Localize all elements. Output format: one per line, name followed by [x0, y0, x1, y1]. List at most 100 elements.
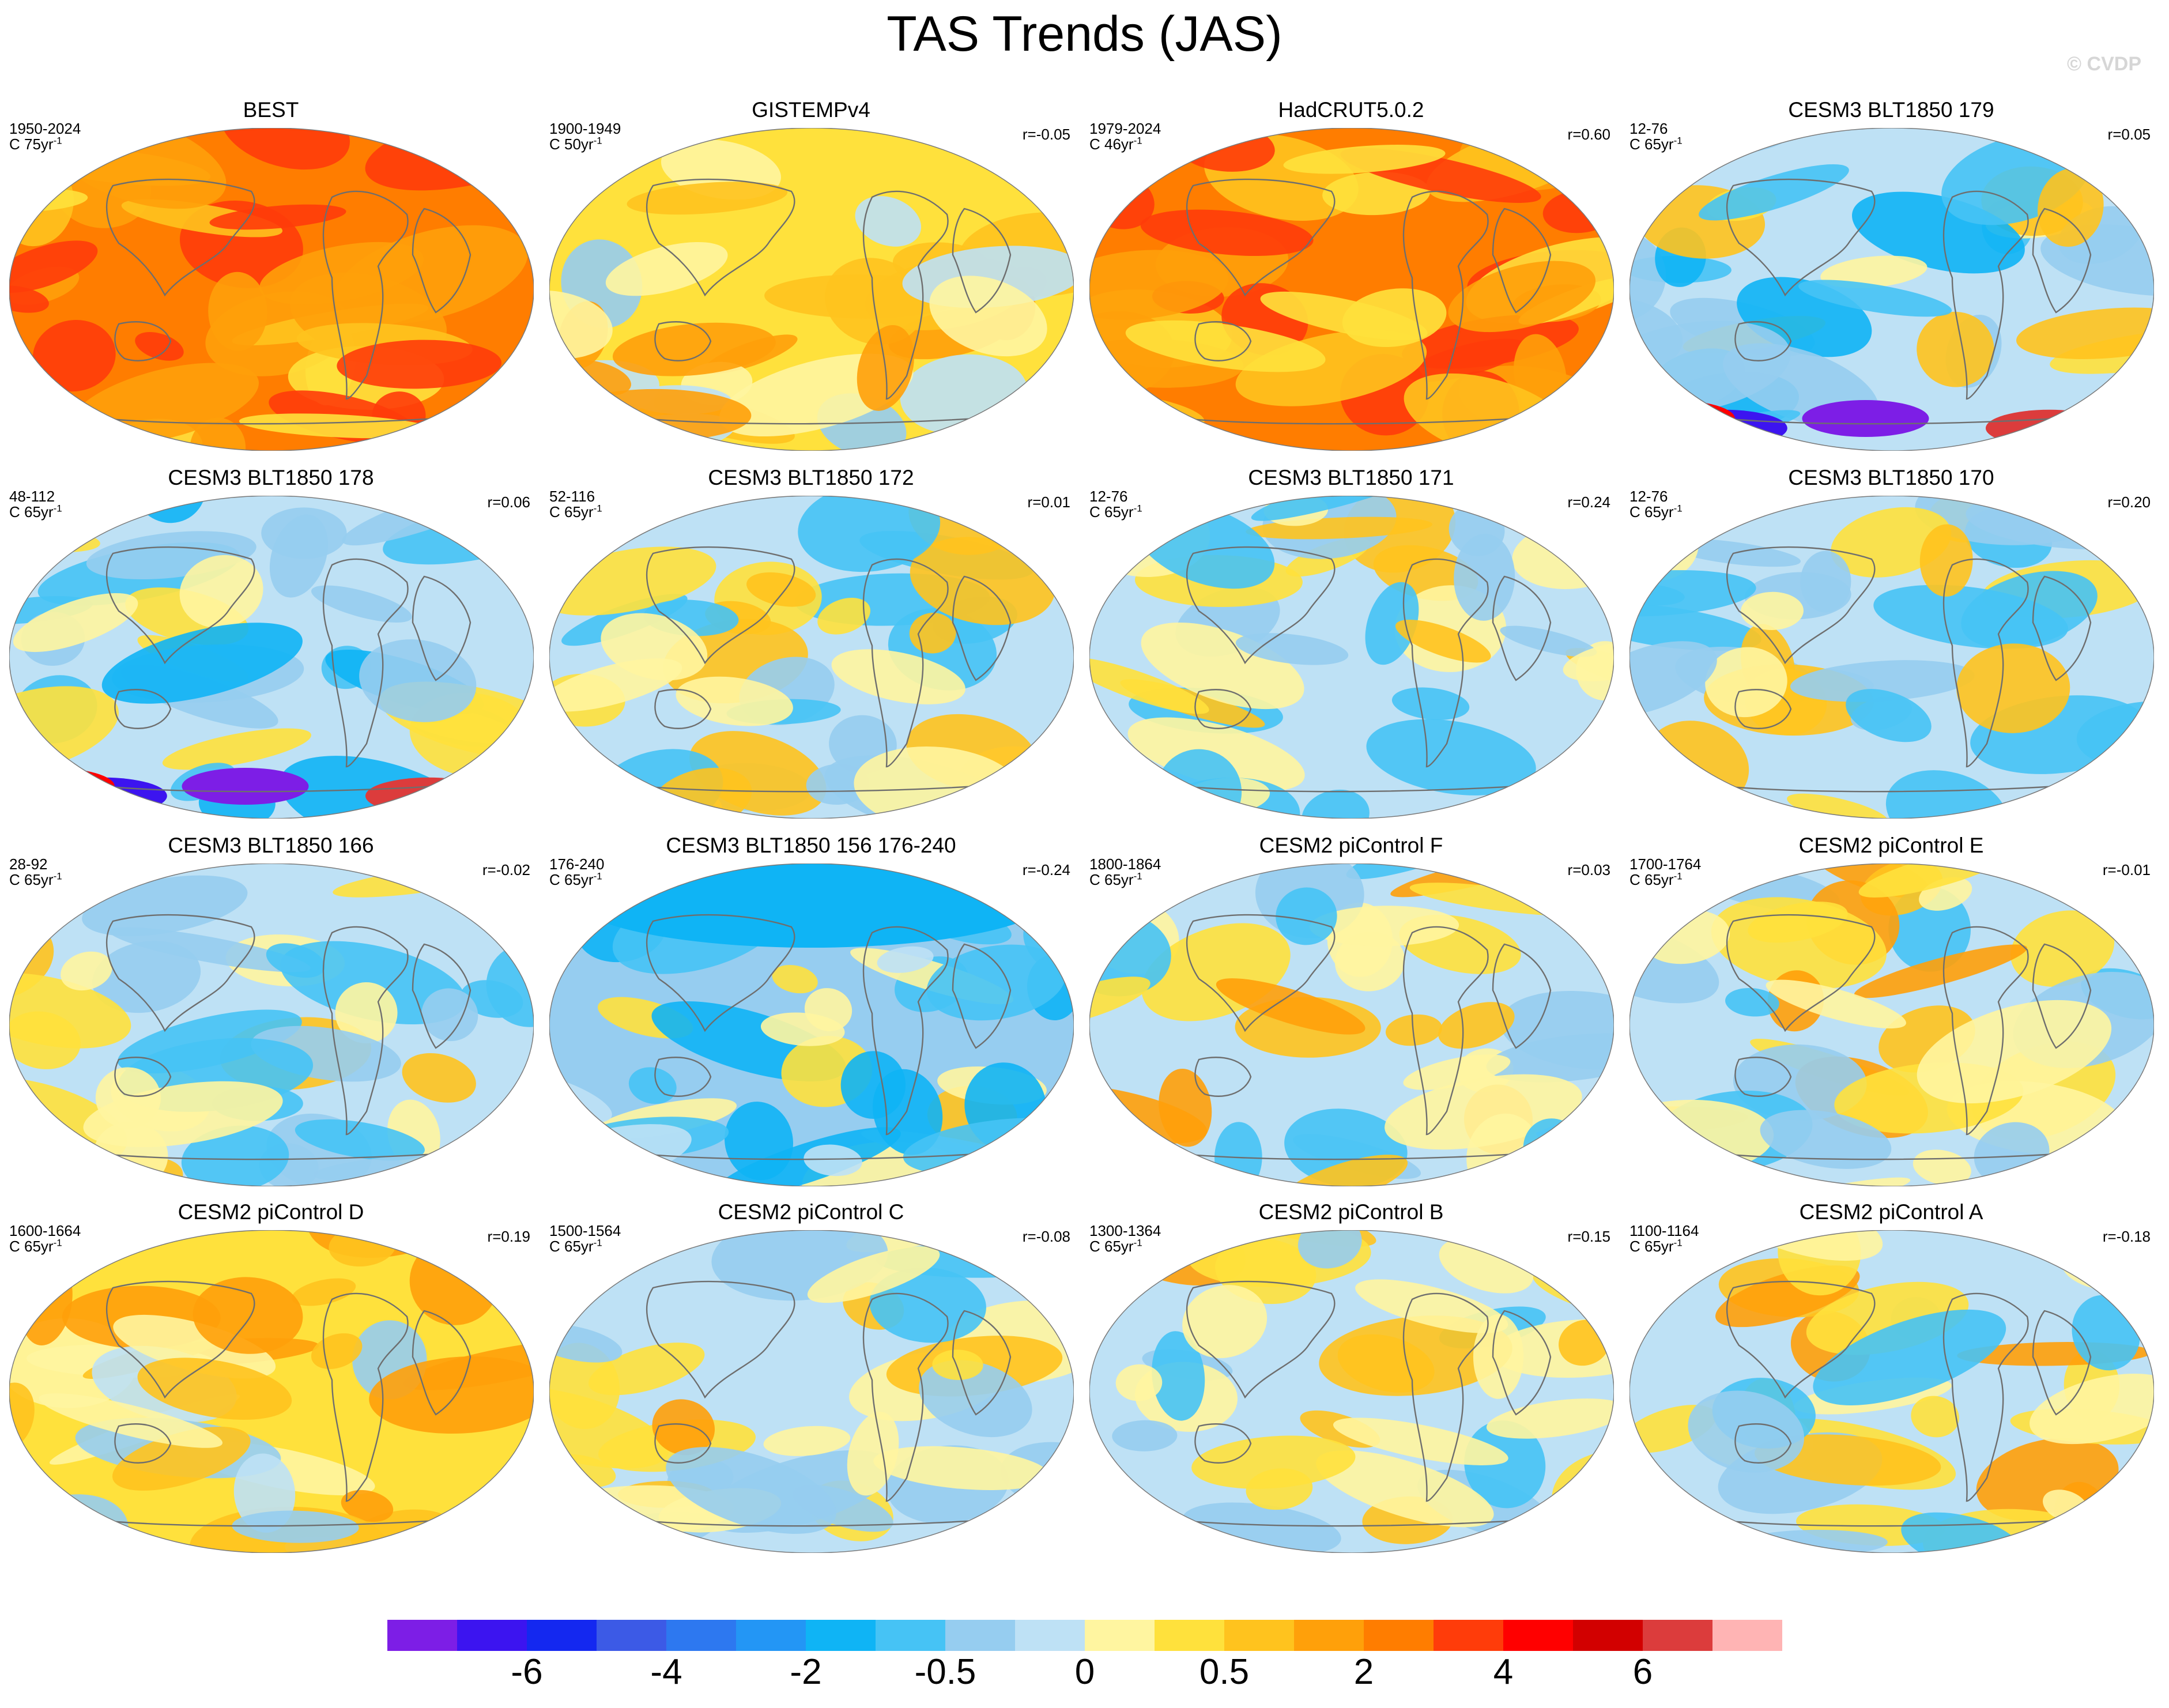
trend-contour-region [612, 322, 776, 376]
trend-contour-region [113, 1314, 276, 1379]
coastline [1186, 1280, 1336, 1399]
coastline [618, 1517, 1011, 1527]
world-map-trend [1089, 1230, 1614, 1553]
trend-contour-region [1385, 1014, 1443, 1046]
panel-correlation: r=-0.18 [2102, 1228, 2151, 1245]
coastline [654, 1057, 712, 1097]
map-panel: CESM3 BLT1850 172 52-116 C 65yr-1 r=0.01 [540, 466, 1082, 829]
trend-contour-region [13, 593, 138, 653]
watermark: © CVDP [2067, 53, 2141, 75]
trend-contour-region [1115, 1364, 1163, 1401]
trend-contour-region [1140, 209, 1314, 257]
coastline [78, 783, 471, 793]
trend-contour-region [1235, 633, 1349, 665]
coastline [862, 926, 949, 1136]
coastline [952, 943, 1012, 1049]
trend-contour-region [1473, 1314, 1524, 1399]
trend-contour-region [1309, 906, 1459, 947]
coastline [646, 546, 795, 665]
panel-title: CESM3 BLT1850 156 176-240 [666, 834, 956, 857]
world-map-trend [9, 864, 534, 1186]
colorbar-bin [1224, 1620, 1295, 1651]
coastline [654, 689, 712, 729]
trend-contour-region [1089, 250, 1228, 320]
trend-contour-region [135, 332, 184, 361]
coastline [1492, 208, 1552, 314]
trend-contour-region [1454, 534, 1515, 621]
panel-correlation: r=0.15 [1567, 1228, 1610, 1245]
trend-contour-region [193, 1277, 303, 1354]
panel-period: 1700-1764 [1629, 855, 1702, 873]
world-map-trend [1629, 1230, 2154, 1553]
trend-contour-region [9, 793, 129, 819]
world-map-trend [9, 496, 534, 819]
colorbar-tick-label: 6 [1632, 1652, 1653, 1692]
trend-contour-region [1141, 622, 1304, 710]
trend-contour-region [269, 514, 328, 598]
coastline [952, 208, 1012, 314]
map-panel: CESM2 piControl A 1100-1164 C 65yr-1 r=-0.1… [1620, 1200, 2162, 1563]
trend-contour-region [1563, 641, 1614, 681]
coastline [322, 190, 409, 400]
coastline [1186, 546, 1336, 665]
world-map-trend [549, 496, 1074, 819]
coastline [1194, 689, 1252, 729]
coastline [1942, 190, 2029, 400]
map-panel: CESM3 BLT1850 179 12-76 C 65yr-1 r=0.05 [1620, 98, 2162, 461]
panel-title: CESM2 piControl D [178, 1200, 364, 1224]
trend-contour-region [1725, 987, 1779, 1017]
trend-contour-region [341, 1490, 394, 1522]
map-panel: CESM2 piControl F 1800-1864 C 65yr-1 r=0.03 [1080, 834, 1622, 1197]
trend-contour-region [1748, 902, 1848, 943]
trend-contour-region [1798, 280, 1952, 317]
trend-contour-region [804, 988, 852, 1031]
map-panel: BEST 1950-2024 C 75yr-1 [0, 98, 542, 461]
panel-correlation: r=0.20 [2107, 493, 2151, 511]
world-map-trend [549, 864, 1074, 1186]
trend-contour-region [1216, 978, 1365, 1035]
trend-contour-region [337, 340, 502, 389]
world-map-trend [1629, 128, 2154, 451]
world-map-trend [1089, 128, 1614, 451]
panel-period: 12-76 [1629, 120, 1668, 137]
world-map-trend [1629, 864, 2154, 1186]
coastline [1698, 1151, 2091, 1160]
coastline [2032, 575, 2092, 681]
trend-contour-region [1191, 1435, 1356, 1489]
trend-contour-region [311, 585, 412, 623]
coastline [114, 1057, 172, 1097]
coastline [1734, 1423, 1792, 1464]
trend-contour-region [873, 1446, 1050, 1490]
colorbar-tick-label: -6 [511, 1652, 543, 1692]
coastline [1402, 558, 1489, 768]
trend-contour-region [421, 988, 478, 1042]
southern-ocean-anomaly [1802, 400, 1929, 437]
southern-ocean-anomaly [1986, 409, 2113, 447]
colorbar-bin [736, 1620, 806, 1651]
panel-correlation: r=-0.01 [2102, 861, 2151, 878]
coastline [1186, 178, 1336, 297]
trend-contour-region [1246, 1468, 1313, 1510]
colorbar-bin [527, 1620, 597, 1651]
trend-contour-region [1956, 643, 2070, 733]
map-panel: CESM3 BLT1850 166 28-92 C 65yr-1 r=-0.02 [0, 834, 542, 1197]
panel-units: C 65yr-1 [1089, 870, 1142, 888]
trend-contour-region [1297, 1230, 1362, 1269]
colorbar-bin [666, 1620, 737, 1651]
coastline [78, 1151, 471, 1160]
panel-title: CESM2 piControl F [1259, 834, 1443, 857]
trend-contour-region [335, 982, 398, 1044]
panel-units: C 65yr-1 [1089, 1237, 1142, 1255]
colorbar-bin [1573, 1620, 1643, 1651]
panel-correlation: r=0.01 [1027, 493, 1070, 511]
colorbar-bin [1155, 1620, 1225, 1651]
colorbar-bin [457, 1620, 527, 1651]
coastline [1698, 783, 2091, 793]
trend-contour-region [605, 242, 728, 296]
trend-contour-region [1901, 1512, 2024, 1553]
trend-contour-region [83, 1081, 283, 1147]
map-panel: CESM3 BLT1850 170 12-76 C 65yr-1 r=0.20 [1620, 466, 2162, 829]
trend-contour-region [9, 973, 131, 1049]
colorbar-bin [387, 1620, 458, 1651]
panel-title: CESM2 piControl A [1799, 1200, 1983, 1224]
